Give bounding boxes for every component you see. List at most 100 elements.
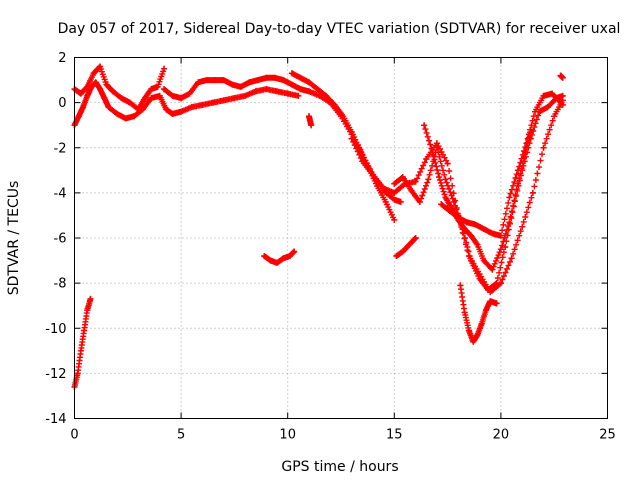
data-point [442, 194, 449, 201]
x-axis-label: GPS time / hours [281, 459, 398, 475]
x-tick-label: 5 [177, 428, 185, 443]
data-point [412, 235, 419, 241]
data-point [297, 86, 304, 93]
y-tick-label: 2 [58, 51, 66, 66]
data-point [474, 241, 481, 248]
data-point [348, 135, 355, 142]
data-point [391, 180, 398, 187]
data-point [280, 77, 287, 84]
x-tick-label: 0 [70, 428, 78, 443]
data-point [274, 88, 281, 95]
data-point [421, 122, 428, 129]
y-tick-label: -2 [54, 141, 67, 156]
data-point [261, 253, 268, 260]
data-point [559, 92, 566, 99]
data-series [421, 122, 534, 273]
data-point [92, 79, 99, 86]
data-point [199, 101, 206, 108]
data-point [429, 149, 436, 156]
data-point [203, 77, 210, 84]
data-point [220, 77, 227, 84]
data-point [97, 86, 104, 93]
data-point [478, 320, 485, 327]
data-point [489, 266, 496, 273]
chart-title: Day 057 of 2017, Sidereal Day-to-day VTE… [58, 21, 621, 37]
data-point [399, 248, 406, 255]
data-point [487, 298, 494, 305]
data-point [348, 128, 355, 135]
data-point [323, 92, 330, 99]
data-point [448, 205, 455, 212]
data-point [438, 201, 445, 208]
data-point [540, 92, 547, 99]
y-tick-label: -8 [54, 277, 67, 292]
data-point [141, 95, 148, 102]
data-point [559, 74, 566, 81]
data-point [480, 225, 487, 232]
data-point [178, 108, 185, 115]
data-series [161, 74, 404, 205]
data-point [118, 95, 125, 102]
data-series [71, 295, 94, 390]
data-point [508, 255, 515, 262]
data-point [75, 113, 82, 120]
data-point [340, 113, 347, 120]
data-point [186, 90, 193, 97]
data-point [393, 253, 400, 260]
data-point [474, 332, 481, 339]
data-point [242, 92, 249, 99]
data-point [80, 104, 87, 111]
plot-frame [74, 57, 608, 419]
data-point [212, 77, 219, 84]
data-point [306, 79, 313, 86]
data-point [399, 174, 406, 181]
data-point [263, 74, 270, 81]
x-tick-label: 15 [386, 428, 403, 443]
data-point [551, 113, 558, 120]
data-point [461, 225, 468, 232]
data-point [476, 275, 483, 282]
data-point [529, 189, 536, 196]
data-point [148, 95, 155, 102]
data-point [314, 86, 321, 93]
data-point [231, 95, 238, 102]
data-point [506, 219, 513, 226]
data-point [470, 338, 477, 345]
data-point [90, 70, 97, 77]
data-point [425, 176, 432, 183]
data-point [457, 282, 464, 289]
data-point [497, 246, 504, 253]
data-point [210, 99, 217, 106]
data-point [502, 244, 509, 251]
data-point [286, 253, 293, 260]
data-point [468, 232, 475, 239]
data-point [489, 230, 496, 237]
data-point [482, 307, 489, 314]
data-point [297, 74, 304, 81]
y-tick-label: 0 [58, 96, 66, 111]
data-point [295, 92, 302, 99]
data-point [468, 257, 475, 264]
data-point [540, 144, 547, 151]
data-point [103, 81, 110, 88]
data-point [442, 176, 449, 183]
data-point [519, 223, 526, 230]
x-tick-label: 25 [599, 428, 616, 443]
data-point [450, 198, 457, 205]
data-point [493, 300, 500, 307]
data-point [122, 115, 129, 122]
data-point [397, 198, 404, 205]
data-point [161, 65, 168, 72]
data-point [455, 216, 462, 223]
data-point [514, 167, 521, 174]
data-point [81, 327, 88, 334]
data-point [523, 144, 530, 151]
data-point [246, 79, 253, 86]
data-point [416, 198, 423, 205]
data-point [359, 158, 366, 165]
data-point [306, 88, 313, 95]
data-point [506, 194, 513, 201]
data-point [126, 99, 133, 106]
data-point [306, 113, 313, 120]
data-point [220, 97, 227, 104]
